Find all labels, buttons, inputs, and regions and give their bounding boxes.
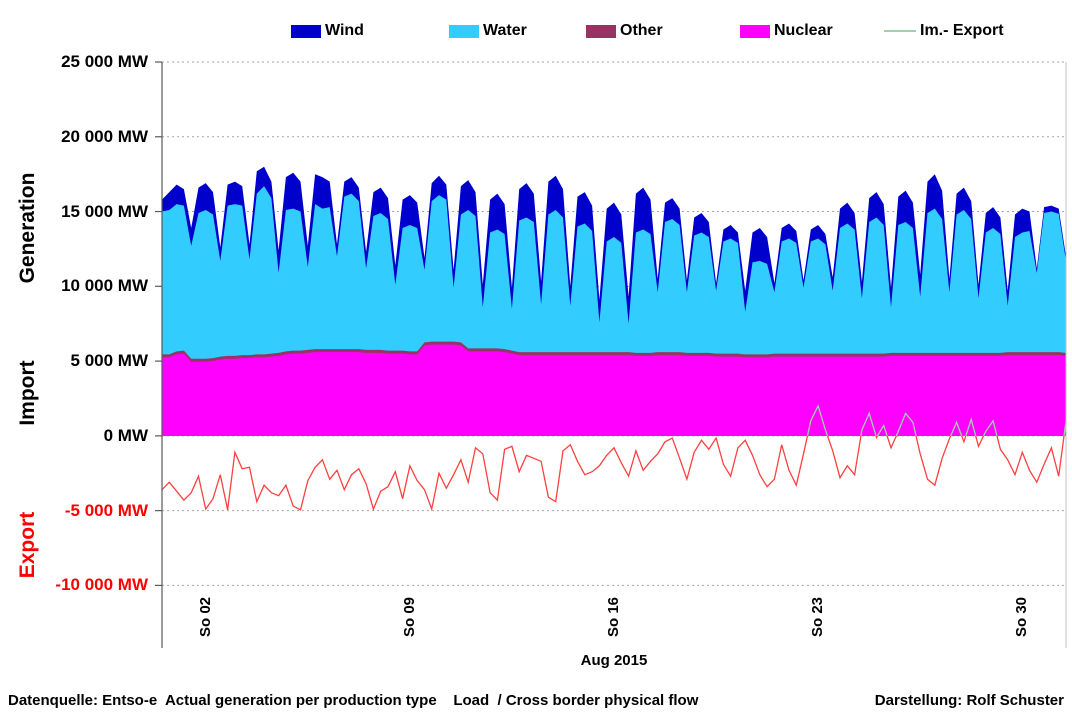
footer-source-text: Datenquelle: Entso-e Actual generation p… — [8, 692, 699, 709]
y-axis-label: -5 000 MW — [64, 500, 148, 520]
legend-item-nuclear: Nuclear — [740, 22, 833, 40]
y-axis-label: 5 000 MW — [70, 351, 148, 371]
y-axis-label: 0 MW — [103, 425, 148, 445]
y-axis-label: 15 000 MW — [61, 201, 148, 221]
legend-label-imexport: Im.- Export — [920, 22, 1004, 39]
area-nuclear — [162, 344, 1066, 436]
other-swatch-icon — [586, 24, 616, 38]
imexport-line-negative — [161, 435, 1065, 512]
y-axis-label: 10 000 MW — [61, 276, 148, 296]
footer-author-text: Darstellung: Rolf Schuster — [874, 692, 1064, 709]
nuclear-swatch-icon — [740, 24, 770, 38]
y-axis-title-export: Export — [16, 511, 39, 579]
y-axis-label: 25 000 MW — [61, 52, 148, 71]
x-axis-title: Aug 2015 — [580, 652, 648, 669]
legend-item-imexport: Im.- Export — [884, 22, 1004, 40]
water-swatch-icon — [449, 24, 479, 38]
legend-item-wind: Wind — [291, 22, 364, 40]
imexport-line-positive — [806, 404, 1067, 436]
y-axis-title-generation: Generation — [16, 172, 39, 284]
legend-label-wind: Wind — [325, 22, 364, 39]
legend-label-nuclear: Nuclear — [774, 22, 833, 39]
legend-label-other: Other — [620, 22, 663, 39]
y-axis-title-import: Import — [16, 360, 39, 426]
wind-swatch-icon — [291, 24, 321, 38]
legend-item-water: Water — [449, 22, 527, 40]
legend-item-other: Other — [586, 22, 663, 40]
legend-label-water: Water — [483, 22, 527, 39]
y-axis-label: -10 000 MW — [55, 575, 148, 595]
y-axis-label: 20 000 MW — [61, 126, 148, 146]
legend: Wind Water Other Nuclear Im.- Export — [0, 22, 1072, 42]
imexport-line-swatch-icon — [884, 30, 916, 32]
